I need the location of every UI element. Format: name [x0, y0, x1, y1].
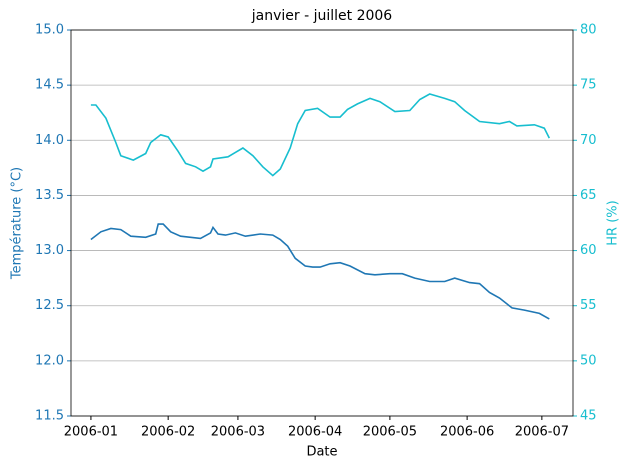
y2-tick-label: 80 [580, 23, 597, 38]
plot-frame [70, 29, 574, 417]
x-tick-label: 2006-03 [211, 425, 265, 440]
y-tick-label: 11.5 [35, 409, 64, 424]
y-tick-label: 14.5 [35, 78, 64, 93]
y-axis-label: Température (°C) [10, 167, 25, 280]
y2-tick-label: 50 [580, 353, 597, 368]
x-tick-label: 2006-06 [440, 425, 494, 440]
x-tick-label: 2006-01 [64, 425, 118, 440]
y-tick-label: 14.0 [35, 133, 64, 148]
chart-title: janvier - juillet 2006 [251, 8, 393, 24]
y2-tick-label: 65 [580, 188, 597, 203]
line-series [90, 223, 550, 320]
y2-tick-label: 45 [580, 409, 597, 424]
x-tick-label: 2006-07 [515, 425, 569, 440]
y-tick-label: 12.0 [35, 353, 64, 368]
x-tick-label: 2006-04 [288, 425, 342, 440]
y2-tick-label: 60 [580, 243, 597, 258]
y2-axis-label: HR (%) [606, 200, 621, 245]
y-tick-label: 15.0 [35, 23, 64, 38]
x-tick-label: 2006-05 [363, 425, 417, 440]
x-axis-label: Date [306, 445, 337, 460]
y2-tick-label: 55 [580, 298, 597, 313]
x-tick-label: 2006-02 [141, 425, 195, 440]
y-tick-label: 13.0 [35, 243, 64, 258]
y-tick-label: 13.5 [35, 188, 64, 203]
y2-tick-label: 75 [580, 78, 597, 93]
y-tick-label: 12.5 [35, 298, 64, 313]
line-series [90, 93, 551, 177]
y2-tick-label: 70 [580, 133, 597, 148]
